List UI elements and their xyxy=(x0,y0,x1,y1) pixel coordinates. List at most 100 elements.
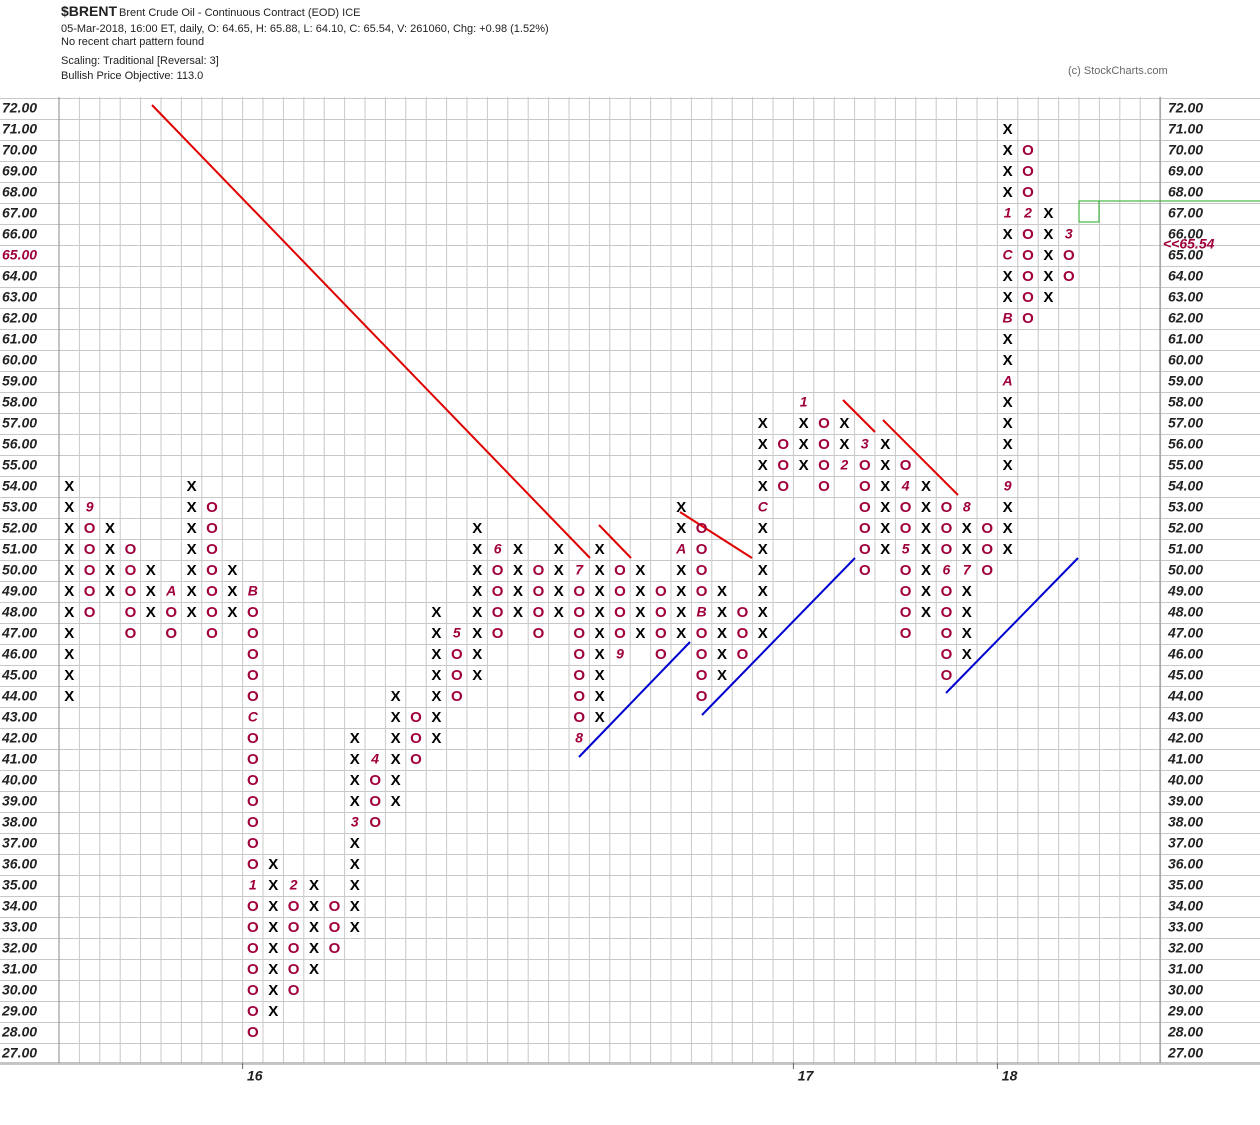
x-box: X xyxy=(962,541,972,558)
y-tick-label-left: 51.00 xyxy=(2,541,37,557)
x-box: X xyxy=(554,583,564,600)
x-box: X xyxy=(676,562,686,579)
o-box: O xyxy=(1022,247,1034,264)
o-box: O xyxy=(247,625,259,642)
o-box: O xyxy=(247,919,259,936)
x-box: X xyxy=(717,583,727,600)
x-box: X xyxy=(1043,205,1053,222)
month-marker: 2 xyxy=(1023,205,1032,221)
x-box: X xyxy=(921,604,931,621)
y-tick-label-left: 54.00 xyxy=(2,478,37,494)
y-tick-label-left: 48.00 xyxy=(1,604,37,620)
o-box: O xyxy=(1063,247,1075,264)
x-tick-label: 18 xyxy=(1002,1068,1018,1084)
y-tick-label-left: 31.00 xyxy=(2,961,37,977)
o-box: O xyxy=(247,730,259,747)
o-box: O xyxy=(329,940,341,957)
x-box: X xyxy=(513,604,523,621)
x-box: X xyxy=(350,835,360,852)
o-box: O xyxy=(247,772,259,789)
o-box: O xyxy=(900,625,912,642)
month-marker: 9 xyxy=(86,499,94,515)
o-box: O xyxy=(614,625,626,642)
month-marker: 1 xyxy=(249,877,257,893)
month-marker: 5 xyxy=(902,541,910,557)
o-box: O xyxy=(859,499,871,516)
column: OOO xyxy=(981,520,993,579)
y-tick-label-right: 65.00 xyxy=(1168,247,1203,263)
o-box: O xyxy=(859,520,871,537)
o-box: O xyxy=(900,520,912,537)
o-box: O xyxy=(125,541,137,558)
x-box: X xyxy=(921,562,931,579)
o-box: O xyxy=(941,541,953,558)
x-box: X xyxy=(554,541,564,558)
o-box: O xyxy=(247,688,259,705)
x-box: X xyxy=(309,940,319,957)
y-tick-label-left: 36.00 xyxy=(2,856,37,872)
x-box: X xyxy=(64,646,74,663)
x-box: X xyxy=(758,436,768,453)
o-box: O xyxy=(818,478,830,495)
x-box: X xyxy=(472,646,482,663)
x-box: X xyxy=(921,520,931,537)
month-marker: 7 xyxy=(575,562,584,578)
y-tick-label-right: 37.00 xyxy=(1168,835,1203,851)
month-marker: B xyxy=(1003,310,1013,326)
x-box: X xyxy=(187,541,197,558)
o-box: O xyxy=(696,688,708,705)
x-box: X xyxy=(146,604,156,621)
o-box: O xyxy=(492,583,504,600)
y-tick-label-right: 42.00 xyxy=(1167,730,1203,746)
o-box: O xyxy=(206,562,218,579)
x-box: X xyxy=(513,541,523,558)
y-tick-label-left: 50.00 xyxy=(2,562,37,578)
y-tick-label-right: 55.00 xyxy=(1168,457,1203,473)
x-box: X xyxy=(268,877,278,894)
scaling-note: Scaling: Traditional [Reversal: 3] xyxy=(61,55,219,67)
y-tick-label-right: 46.00 xyxy=(1167,646,1203,662)
o-box: O xyxy=(410,709,422,726)
x-box: X xyxy=(391,751,401,768)
y-tick-label-left: 56.00 xyxy=(2,436,37,452)
y-tick-label-left: 39.00 xyxy=(2,793,37,809)
y-tick-label-left: 68.00 xyxy=(2,184,37,200)
o-box: O xyxy=(206,604,218,621)
o-box: O xyxy=(981,541,993,558)
o-box: O xyxy=(655,646,667,663)
x-box: X xyxy=(595,583,605,600)
x-box: X xyxy=(1003,121,1013,138)
y-tick-label-left: 53.00 xyxy=(2,499,37,515)
x-box: X xyxy=(758,583,768,600)
month-marker: 1 xyxy=(1004,205,1012,221)
y-tick-label-right: 69.00 xyxy=(1168,163,1203,179)
y-tick-label-left: 69.00 xyxy=(2,163,37,179)
x-box: X xyxy=(64,478,74,495)
x-box: X xyxy=(880,499,890,516)
y-tick-label-left: 47.00 xyxy=(1,625,37,641)
x-box: X xyxy=(391,730,401,747)
y-tick-label-right: 34.00 xyxy=(1168,898,1203,914)
x-box: X xyxy=(64,541,74,558)
o-box: O xyxy=(1022,226,1034,243)
month-marker: 6 xyxy=(494,541,502,557)
o-box: O xyxy=(206,541,218,558)
o-box: O xyxy=(206,499,218,516)
y-tick-label-right: 30.00 xyxy=(1168,982,1203,998)
o-box: O xyxy=(247,814,259,831)
column: XXX xyxy=(146,562,156,621)
month-marker: 2 xyxy=(840,457,849,473)
x-box: X xyxy=(513,583,523,600)
